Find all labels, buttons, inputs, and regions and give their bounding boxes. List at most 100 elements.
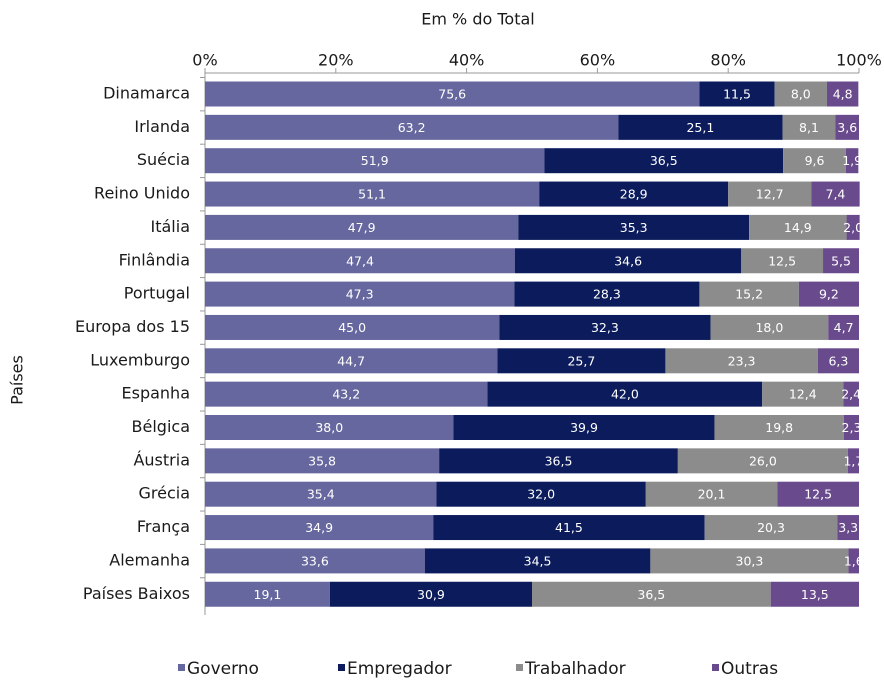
bar-segment [439,448,678,474]
legend-swatch [338,664,345,671]
data-label: 8,1 [799,120,819,135]
bar-segment [205,548,425,574]
y-tick-label: Países Baixos [83,584,190,603]
y-tick-label: Luxemburgo [90,350,190,369]
legend-label: Empregador [347,659,452,679]
bar-segment [436,481,646,507]
bar-segment [699,281,799,307]
data-label: 34,9 [305,520,333,535]
bar-segment [826,81,859,107]
bar-segment [205,148,545,174]
data-label: 14,9 [784,220,812,235]
bar-segment [645,481,778,507]
bar-segment [514,281,700,307]
data-label: 42,0 [611,387,639,402]
data-label: 36,5 [545,453,573,468]
data-label: 26,0 [749,453,777,468]
bar-segment [205,214,519,240]
x-axis-title: Em % do Total [421,10,534,29]
data-label: 3,6 [837,120,857,135]
data-label: 15,2 [735,287,763,302]
y-tick-label: Irlanda [134,117,190,136]
bar-segment [532,581,771,607]
data-label: 51,9 [361,153,389,168]
bar-segment [205,248,515,274]
bar-segment [817,348,859,374]
bar-segment [837,515,859,541]
x-tick-label: 60% [580,51,616,70]
legend-label: Trabalhador [524,659,626,679]
bar-segment [846,214,860,240]
legend-swatch [712,664,719,671]
data-label: 75,6 [438,87,466,102]
data-label: 1,9 [842,153,862,168]
bar-segment [205,114,619,140]
data-label: 35,8 [308,453,336,468]
bar-segment [843,381,859,407]
data-label: 1,6 [844,553,864,568]
bar-segment [205,81,700,107]
data-label: 4,8 [833,87,853,102]
bar-segment [728,181,812,207]
bar-segment [811,181,860,207]
bar-segment [749,214,847,240]
y-tick-label: Suécia [137,150,190,169]
bar-segment [782,114,836,140]
bar-segment [544,148,784,174]
y-tick-label: Reino Unido [94,184,190,203]
data-label: 44,7 [337,353,365,368]
data-label: 8,0 [791,87,811,102]
data-label: 13,5 [801,587,829,602]
data-label: 39,9 [570,420,598,435]
y-tick-label: França [137,517,190,536]
data-label: 9,6 [805,153,825,168]
y-tick-label: Itália [151,217,191,236]
y-tick-label: Dinamarca [103,84,190,103]
bar-segment [677,448,848,474]
data-label: 20,1 [698,487,726,502]
data-label: 7,4 [826,187,846,202]
bar-segment [704,515,838,541]
bar-segment [205,481,437,507]
data-label: 35,3 [620,220,648,235]
data-label: 2,4 [841,387,861,402]
bar-segment [205,281,515,307]
data-label: 9,2 [819,287,839,302]
legend-label: Governo [187,659,259,679]
data-label: 63,2 [398,120,426,135]
bar-segment [329,581,532,607]
y-tick-label: Europa dos 15 [75,317,190,336]
bar-segment [487,381,763,407]
bar-segment [762,381,844,407]
y-tick-label: Finlândia [119,250,190,269]
data-label: 33,6 [301,553,329,568]
bar-segment [539,181,729,207]
data-label: 47,4 [346,253,374,268]
bar-segment [835,114,859,140]
bar-segment [848,548,859,574]
data-label: 6,3 [828,353,848,368]
data-label: 36,5 [637,587,665,602]
data-label: 32,3 [591,320,619,335]
bar-segment [783,148,846,174]
data-label: 23,3 [728,353,756,368]
data-label: 28,3 [593,287,621,302]
data-label: 25,7 [567,353,595,368]
data-label: 43,2 [332,387,360,402]
data-label: 5,5 [831,253,851,268]
bar-segment [699,81,775,107]
bar-segment [845,148,859,174]
data-label: 11,5 [723,87,751,102]
data-label: 34,5 [524,553,552,568]
data-label: 19,8 [765,420,793,435]
bar-segment [770,581,859,607]
data-label: 2,0 [843,220,863,235]
bar-segment [205,581,330,607]
bar-segment [650,548,849,574]
bar-segment [205,181,540,207]
x-tick-label: 0% [192,51,217,70]
y-tick-label: Portugal [124,284,190,303]
data-label: 1,7 [843,453,863,468]
bar-segment [714,415,844,440]
data-label: 12,5 [768,253,796,268]
